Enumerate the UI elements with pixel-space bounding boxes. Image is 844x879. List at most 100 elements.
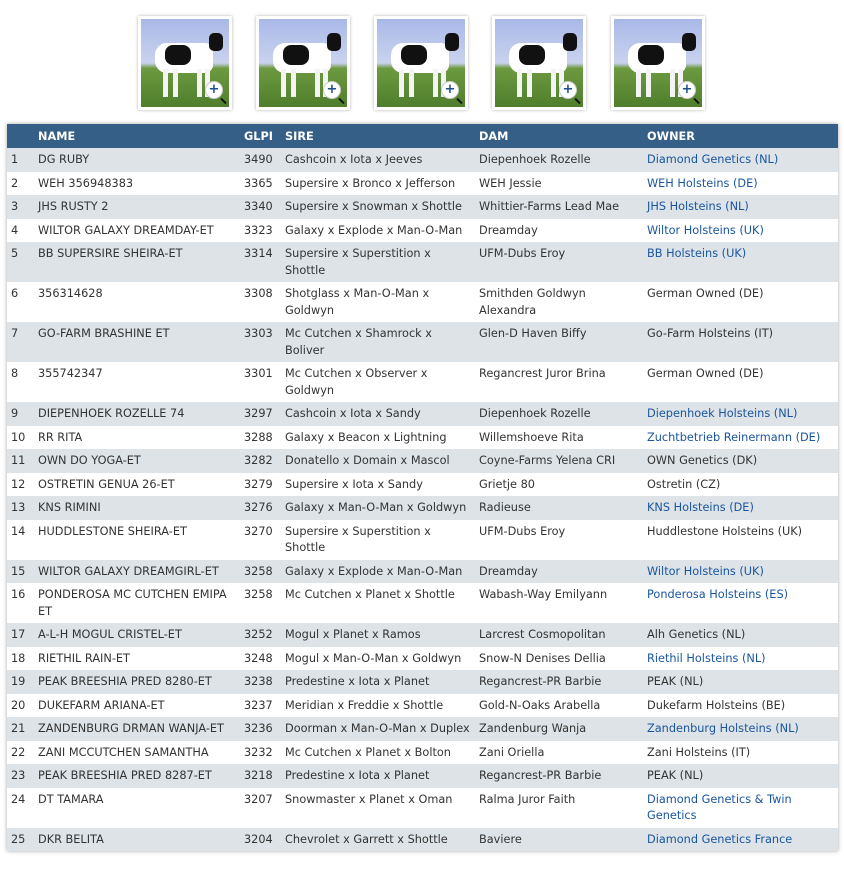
owner-cell: PEAK (NL) [643,764,838,788]
owner-link[interactable]: Wiltor Holsteins (UK) [647,564,764,578]
name-cell: JHS RUSTY 2 [34,195,240,219]
owner-link[interactable]: Diamond Genetics & Twin Genetics [647,792,792,823]
dam-cell: Gold-N-Oaks Arabella [475,693,643,717]
thumbnail-4[interactable]: + [492,16,586,110]
dam-cell: Willemshoeve Rita [475,425,643,449]
name-cell: OWN DO YOGA-ET [34,449,240,473]
name-cell: PONDEROSA MC CUTCHEN EMIPA ET [34,583,240,623]
glpi-cell: 3248 [240,646,281,670]
owner-cell: Zani Holsteins (IT) [643,740,838,764]
col-rank [7,124,34,148]
dam-cell: Snow-N Denises Dellia [475,646,643,670]
dam-cell: UFM-Dubs Eroy [475,242,643,282]
name-cell: DG RUBY [34,148,240,172]
owner-link[interactable]: KNS Holsteins (DE) [647,501,754,514]
owner-link[interactable]: BB Holsteins (UK) [647,247,747,260]
sire-cell: Donatello x Domain x Mascol [281,449,475,473]
owner-cell: Riethil Holsteins (NL) [643,646,838,670]
dam-cell: Zandenburg Wanja [475,717,643,741]
glpi-cell: 3308 [240,282,281,322]
owner-cell: PEAK (NL) [643,670,838,694]
sire-cell: Supersire x Superstition x Shottle [281,519,475,560]
col-dam[interactable]: DAM [475,124,643,148]
owner-link[interactable]: Ponderosa Holsteins (ES) [647,588,789,601]
thumbnail-1[interactable]: + [138,16,232,110]
dam-cell: Regancrest Juror Brina [475,362,643,402]
thumbnail-5[interactable]: + [611,16,705,110]
zoom-icon[interactable]: + [205,81,223,99]
zoom-icon[interactable]: + [323,81,341,99]
glpi-cell: 3204 [240,827,281,851]
rank-cell: 20 [7,693,34,717]
name-cell: ZANI MCCUTCHEN SAMANTHA [34,740,240,764]
col-glpi[interactable]: GLPI [240,124,281,148]
cow-photo: + [141,19,229,107]
rank-cell: 3 [7,195,34,219]
rank-cell: 12 [7,472,34,496]
dam-cell: Wabash-Way Emilyann [475,583,643,623]
cow-photo: + [495,19,583,107]
zoom-icon[interactable]: + [559,81,577,99]
owner-link[interactable]: WEH Holsteins (DE) [647,176,758,190]
sire-cell: Mc Cutchen x Planet x Shottle [281,583,475,623]
name-cell: WILTOR GALAXY DREAMDAY-ET [34,218,240,242]
sire-cell: Cashcoin x Iota x Sandy [281,402,475,426]
owner-cell: Diepenhoek Holsteins (NL) [643,402,838,426]
col-owner[interactable]: OWNER [643,124,838,148]
glpi-cell: 3288 [240,425,281,449]
table-row: 17 A-L-H MOGUL CRISTEL-ET 3252 Mogul x Plan… [7,623,838,647]
table-row: 7 GO-FARM BRASHINE ET 3303 Mc Cutchen x Sha… [7,322,838,362]
sire-cell: Galaxy x Explode x Man-O-Man [281,559,475,583]
table-row: 8 355742347 3301 Mc Cutchen x Observer x Go… [7,362,838,402]
name-cell: 355742347 [34,362,240,402]
name-cell: WILTOR GALAXY DREAMGIRL-ET [34,559,240,583]
thumbnail-3[interactable]: + [374,16,468,110]
ranking-table-container: NAME GLPI SIRE DAM OWNER 1 DG RUBY 3490 Cas… [7,124,838,851]
glpi-cell: 3301 [240,362,281,402]
name-cell: DKR BELITA [34,827,240,851]
col-name[interactable]: NAME [34,124,240,148]
dam-cell: Radieuse [475,496,643,520]
glpi-cell: 3236 [240,717,281,741]
rank-cell: 9 [7,402,34,426]
sire-cell: Mc Cutchen x Shamrock x Boliver [281,322,475,362]
owner-cell: Zandenburg Holsteins (NL) [643,717,838,741]
table-row: 3 JHS RUSTY 2 3340 Supersire x Snowman x Sh… [7,195,838,219]
glpi-cell: 3297 [240,402,281,426]
col-sire[interactable]: SIRE [281,124,475,148]
rank-cell: 14 [7,519,34,560]
glpi-cell: 3207 [240,787,281,828]
owner-cell: Diamond Genetics & Twin Genetics [643,787,838,828]
name-cell: OSTRETIN GENUA 26-ET [34,472,240,496]
owner-cell: Go-Farm Holsteins (IT) [643,322,838,362]
table-header-row: NAME GLPI SIRE DAM OWNER [7,124,838,148]
cow-photo: + [377,19,465,107]
sire-cell: Predestine x Iota x Planet [281,670,475,694]
name-cell: PEAK BREESHIA PRED 8287-ET [34,764,240,788]
zoom-icon[interactable]: + [441,81,459,99]
owner-link[interactable]: JHS Holsteins (NL) [647,200,749,213]
rank-cell: 7 [7,322,34,362]
owner-cell: Dukefarm Holsteins (BE) [643,693,838,717]
table-row: 21 ZANDENBURG DRMAN WANJA-ET 3236 Doorman x… [7,717,838,741]
owner-link[interactable]: Diamond Genetics France [647,832,793,846]
zoom-icon[interactable]: + [678,81,696,99]
table-row: 23 PEAK BREESHIA PRED 8287-ET 3218 Predesti… [7,764,838,788]
owner-link[interactable]: Zandenburg Holsteins (NL) [647,722,799,735]
rank-cell: 23 [7,764,34,788]
rank-cell: 25 [7,827,34,851]
table-row: 20 DUKEFARM ARIANA-ET 3237 Meridian x Fredd… [7,693,838,717]
owner-link[interactable]: Diepenhoek Holsteins (NL) [647,407,798,420]
ranking-table: NAME GLPI SIRE DAM OWNER 1 DG RUBY 3490 Cas… [7,124,838,851]
owner-link[interactable]: Zuchtbetrieb Reinermann (DE) [647,430,821,444]
glpi-cell: 3258 [240,559,281,583]
owner-link[interactable]: Diamond Genetics (NL) [647,153,779,166]
dam-cell: WEH Jessie [475,171,643,195]
table-row: 16 PONDEROSA MC CUTCHEN EMIPA ET 3258 Mc Cu… [7,583,838,623]
owner-cell: Ponderosa Holsteins (ES) [643,583,838,623]
owner-link[interactable]: Wiltor Holsteins (UK) [647,223,764,237]
thumbnail-2[interactable]: + [256,16,350,110]
owner-link[interactable]: Riethil Holsteins (NL) [647,651,766,665]
dam-cell: Baviere [475,827,643,851]
owner-cell: Alh Genetics (NL) [643,623,838,647]
